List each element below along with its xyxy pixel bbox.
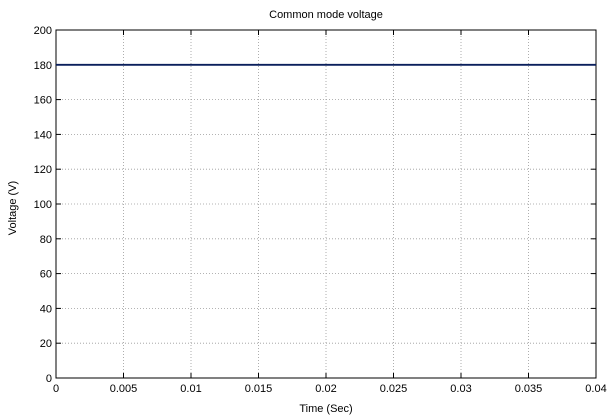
y-tick-label: 120 <box>34 164 52 176</box>
x-tick-label: 0.03 <box>450 383 471 395</box>
x-tick-label: 0.005 <box>110 383 138 395</box>
x-tick-label: 0.01 <box>180 383 201 395</box>
y-tick-label: 40 <box>40 303 52 315</box>
y-tick-label: 180 <box>34 60 52 72</box>
x-tick-label: 0.02 <box>315 383 336 395</box>
x-tick-label: 0.025 <box>380 383 408 395</box>
x-axis-label: Time (Sec) <box>299 403 352 415</box>
y-tick-label: 80 <box>40 234 52 246</box>
x-tick-label: 0.04 <box>585 383 606 395</box>
grid <box>56 30 596 378</box>
chart-title: Common mode voltage <box>269 9 383 21</box>
y-tick-label: 20 <box>40 338 52 350</box>
y-tick-label: 100 <box>34 199 52 211</box>
x-axis: 0 0.005 0.01 0.015 0.02 0.025 0.03 0.035 0.04 <box>53 30 607 395</box>
y-tick-label: 60 <box>40 269 52 281</box>
y-tick-label: 200 <box>34 25 52 37</box>
y-tick-label: 140 <box>34 129 52 141</box>
y-axis: 0 20 40 60 80 100 120 140 160 180 200 <box>34 25 596 385</box>
x-tick-label: 0 <box>53 383 59 395</box>
y-axis-label: Voltage (V) <box>7 181 19 235</box>
x-tick-label: 0.015 <box>245 383 273 395</box>
x-tick-label: 0.035 <box>515 383 543 395</box>
y-tick-label: 160 <box>34 95 52 107</box>
y-tick-label: 0 <box>46 373 52 385</box>
